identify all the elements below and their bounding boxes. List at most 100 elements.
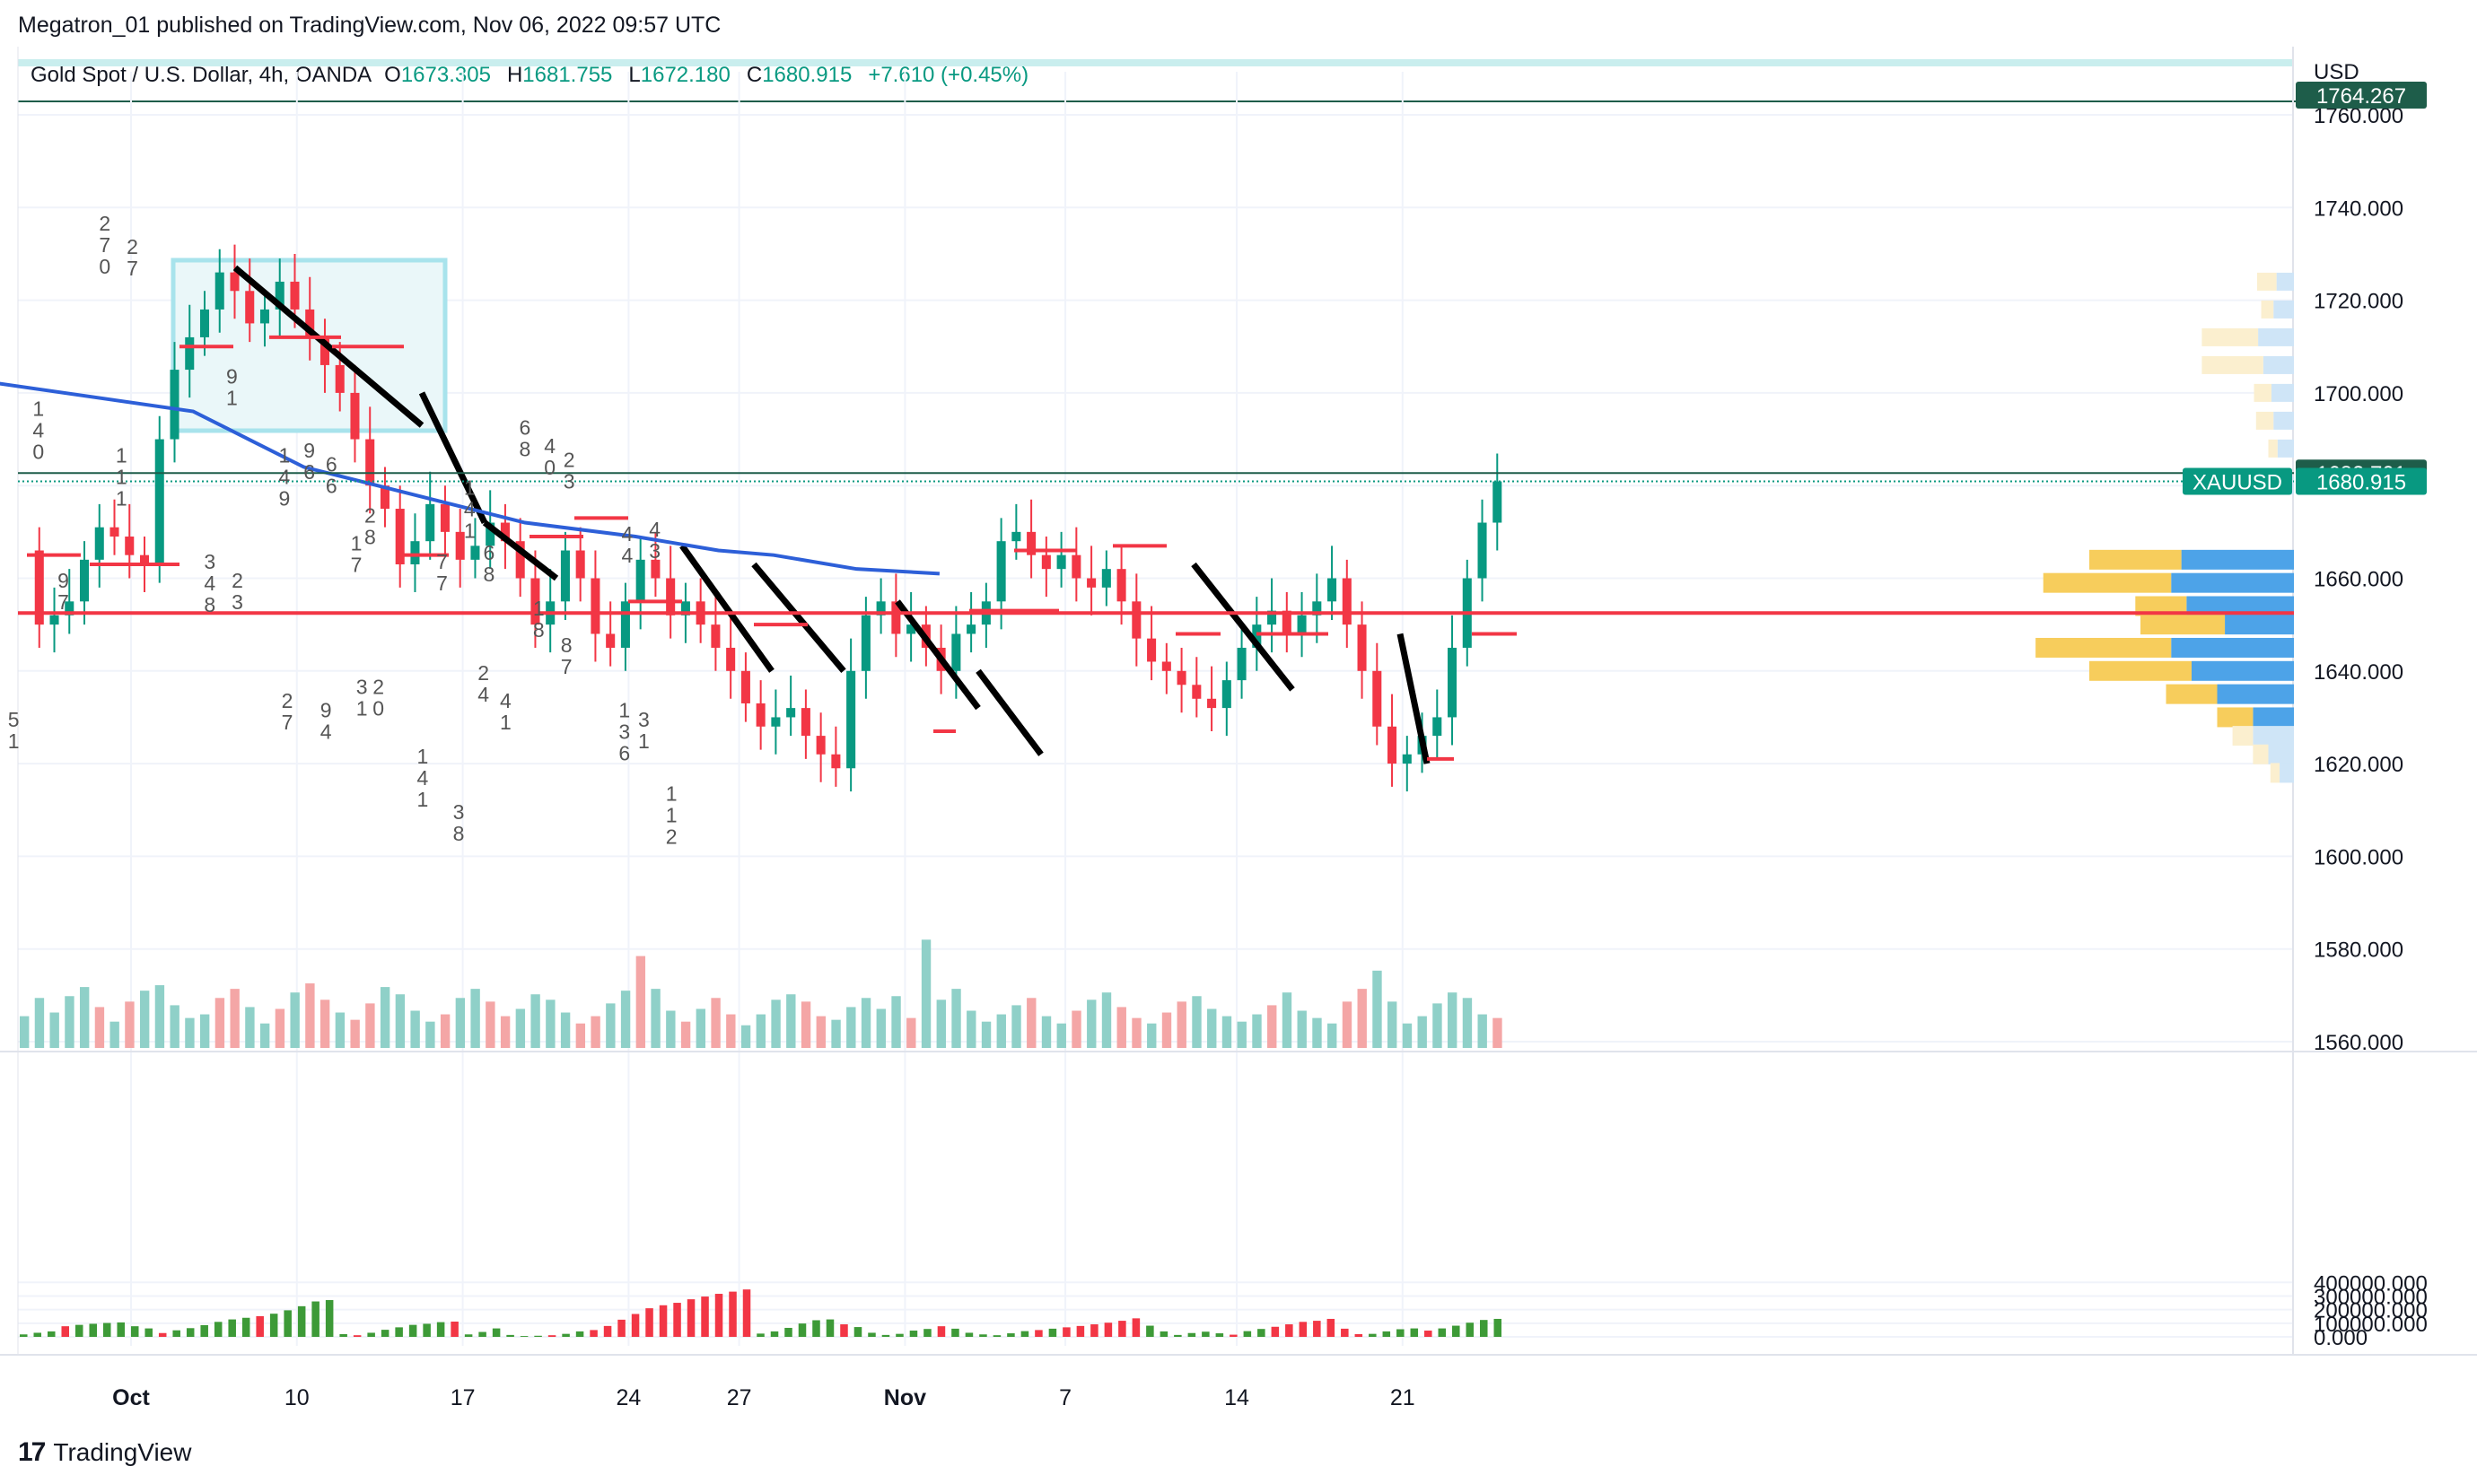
volume-bar bbox=[185, 1017, 195, 1048]
candle-body bbox=[380, 485, 389, 510]
delta-bar bbox=[339, 1333, 347, 1337]
profile-buy-bar bbox=[2201, 355, 2263, 374]
delta-bar bbox=[33, 1332, 42, 1337]
swing-line bbox=[1396, 633, 1431, 764]
candle-body bbox=[139, 554, 150, 565]
delta-bar bbox=[631, 1314, 640, 1337]
candle-body bbox=[1161, 661, 1171, 671]
volume-bar bbox=[816, 1016, 826, 1048]
volume-bar bbox=[575, 1023, 586, 1048]
delta-bar bbox=[61, 1326, 70, 1337]
delta-bar bbox=[1118, 1321, 1126, 1337]
profile-buy-bar bbox=[2255, 411, 2274, 430]
volume-bar bbox=[1237, 1021, 1247, 1048]
volume-bar bbox=[1087, 1000, 1097, 1048]
delta-bar bbox=[1257, 1329, 1265, 1337]
time-tick-label: Nov bbox=[884, 1385, 926, 1410]
tpo-digit: 3 bbox=[232, 590, 243, 614]
candle-body bbox=[486, 522, 495, 546]
volume-bar bbox=[846, 1007, 856, 1048]
tpo-digit: 7 bbox=[57, 590, 69, 614]
volume-bar bbox=[1432, 1003, 1442, 1048]
delta-bar bbox=[1020, 1331, 1029, 1337]
volume-bar bbox=[470, 989, 480, 1048]
tpo-digit: 4 bbox=[417, 766, 429, 790]
tpo-digit: 3 bbox=[204, 550, 215, 573]
volume-bar bbox=[350, 1019, 360, 1048]
candle-body bbox=[290, 281, 300, 310]
candle-body bbox=[876, 601, 886, 615]
tpo-digit: 2 bbox=[99, 212, 110, 235]
tpo-digit: 4 bbox=[464, 498, 476, 521]
delta-bar bbox=[1396, 1329, 1405, 1337]
tpo-digit: 0 bbox=[32, 441, 44, 464]
candle-body bbox=[185, 336, 195, 371]
delta-bar bbox=[353, 1335, 362, 1337]
tpo-digit: 1 bbox=[8, 729, 20, 753]
candle-body bbox=[1327, 578, 1337, 602]
delta-bar bbox=[1187, 1332, 1196, 1337]
delta-bar bbox=[1007, 1333, 1015, 1337]
swing-line bbox=[418, 391, 488, 525]
delta-bar bbox=[506, 1334, 514, 1337]
time-tick-label: 17 bbox=[451, 1385, 476, 1410]
tpo-digit: 1 bbox=[279, 443, 291, 467]
volume-bar bbox=[1387, 1001, 1397, 1048]
profile-buy-bar bbox=[2261, 300, 2274, 319]
candle-body bbox=[1056, 554, 1066, 570]
delta-bar bbox=[436, 1322, 445, 1337]
candle-body bbox=[1041, 554, 1051, 570]
volume-tick-label: 0.000 bbox=[2314, 1326, 2368, 1350]
candle-body bbox=[1432, 717, 1442, 737]
candle-body bbox=[1027, 531, 1037, 555]
profile-sell-bar bbox=[2276, 272, 2294, 291]
volume-bar bbox=[1282, 992, 1292, 1048]
profile-buy-bar bbox=[2035, 637, 2172, 658]
volume-bar bbox=[109, 1021, 119, 1048]
tradingview-brand[interactable]: 17 TradingView bbox=[18, 1437, 191, 1468]
tpo-digit: 4 bbox=[204, 572, 215, 595]
volume-tick-label: 100000.000 bbox=[2314, 1313, 2428, 1337]
volume-bar bbox=[696, 1008, 706, 1048]
volume-bar bbox=[1177, 1001, 1186, 1048]
symbol-legend: Gold Spot / U.S. Dollar, 4h, OANDA O1673.… bbox=[31, 63, 1028, 88]
candle-body bbox=[666, 578, 676, 615]
tpo-digit: 8 bbox=[204, 593, 215, 616]
volume-bar bbox=[170, 1005, 179, 1048]
profile-buy-bar bbox=[2270, 763, 2280, 783]
delta-bar bbox=[478, 1331, 486, 1337]
delta-bar bbox=[798, 1323, 807, 1337]
candle-body bbox=[951, 633, 961, 671]
candle-body bbox=[756, 703, 766, 727]
volume-bar bbox=[515, 1008, 526, 1048]
profile-buy-bar bbox=[2217, 707, 2254, 728]
profile-buy-bar bbox=[2268, 439, 2278, 458]
volume-bar bbox=[1448, 992, 1457, 1048]
delta-bar bbox=[1341, 1328, 1349, 1337]
delta-bar bbox=[102, 1323, 111, 1337]
profile-buy-bar bbox=[2254, 383, 2271, 402]
delta-bar bbox=[1035, 1330, 1043, 1337]
candle-body bbox=[1011, 531, 1021, 542]
volume-bar bbox=[876, 1008, 886, 1048]
candle-body bbox=[350, 392, 360, 440]
candle-body bbox=[410, 541, 420, 565]
volume-bar bbox=[1207, 1008, 1217, 1048]
volume-bar bbox=[199, 1014, 210, 1048]
delta-bar bbox=[868, 1332, 876, 1337]
volume-bar bbox=[1492, 1017, 1502, 1048]
candle-body bbox=[455, 531, 465, 560]
candle-body bbox=[65, 601, 74, 615]
tpo-digit: 1 bbox=[618, 698, 630, 721]
volume-bar bbox=[259, 1023, 270, 1048]
candle-body bbox=[365, 439, 375, 486]
volume-bar bbox=[771, 1000, 781, 1048]
volume-bar bbox=[1147, 1023, 1157, 1048]
tpo-digit: 4 bbox=[621, 544, 633, 567]
profile-buy-bar bbox=[2253, 744, 2269, 764]
volume-bar bbox=[635, 956, 646, 1048]
delta-bar bbox=[909, 1331, 918, 1337]
candle-body bbox=[1312, 601, 1322, 615]
tpo-digit: 9 bbox=[57, 569, 69, 592]
